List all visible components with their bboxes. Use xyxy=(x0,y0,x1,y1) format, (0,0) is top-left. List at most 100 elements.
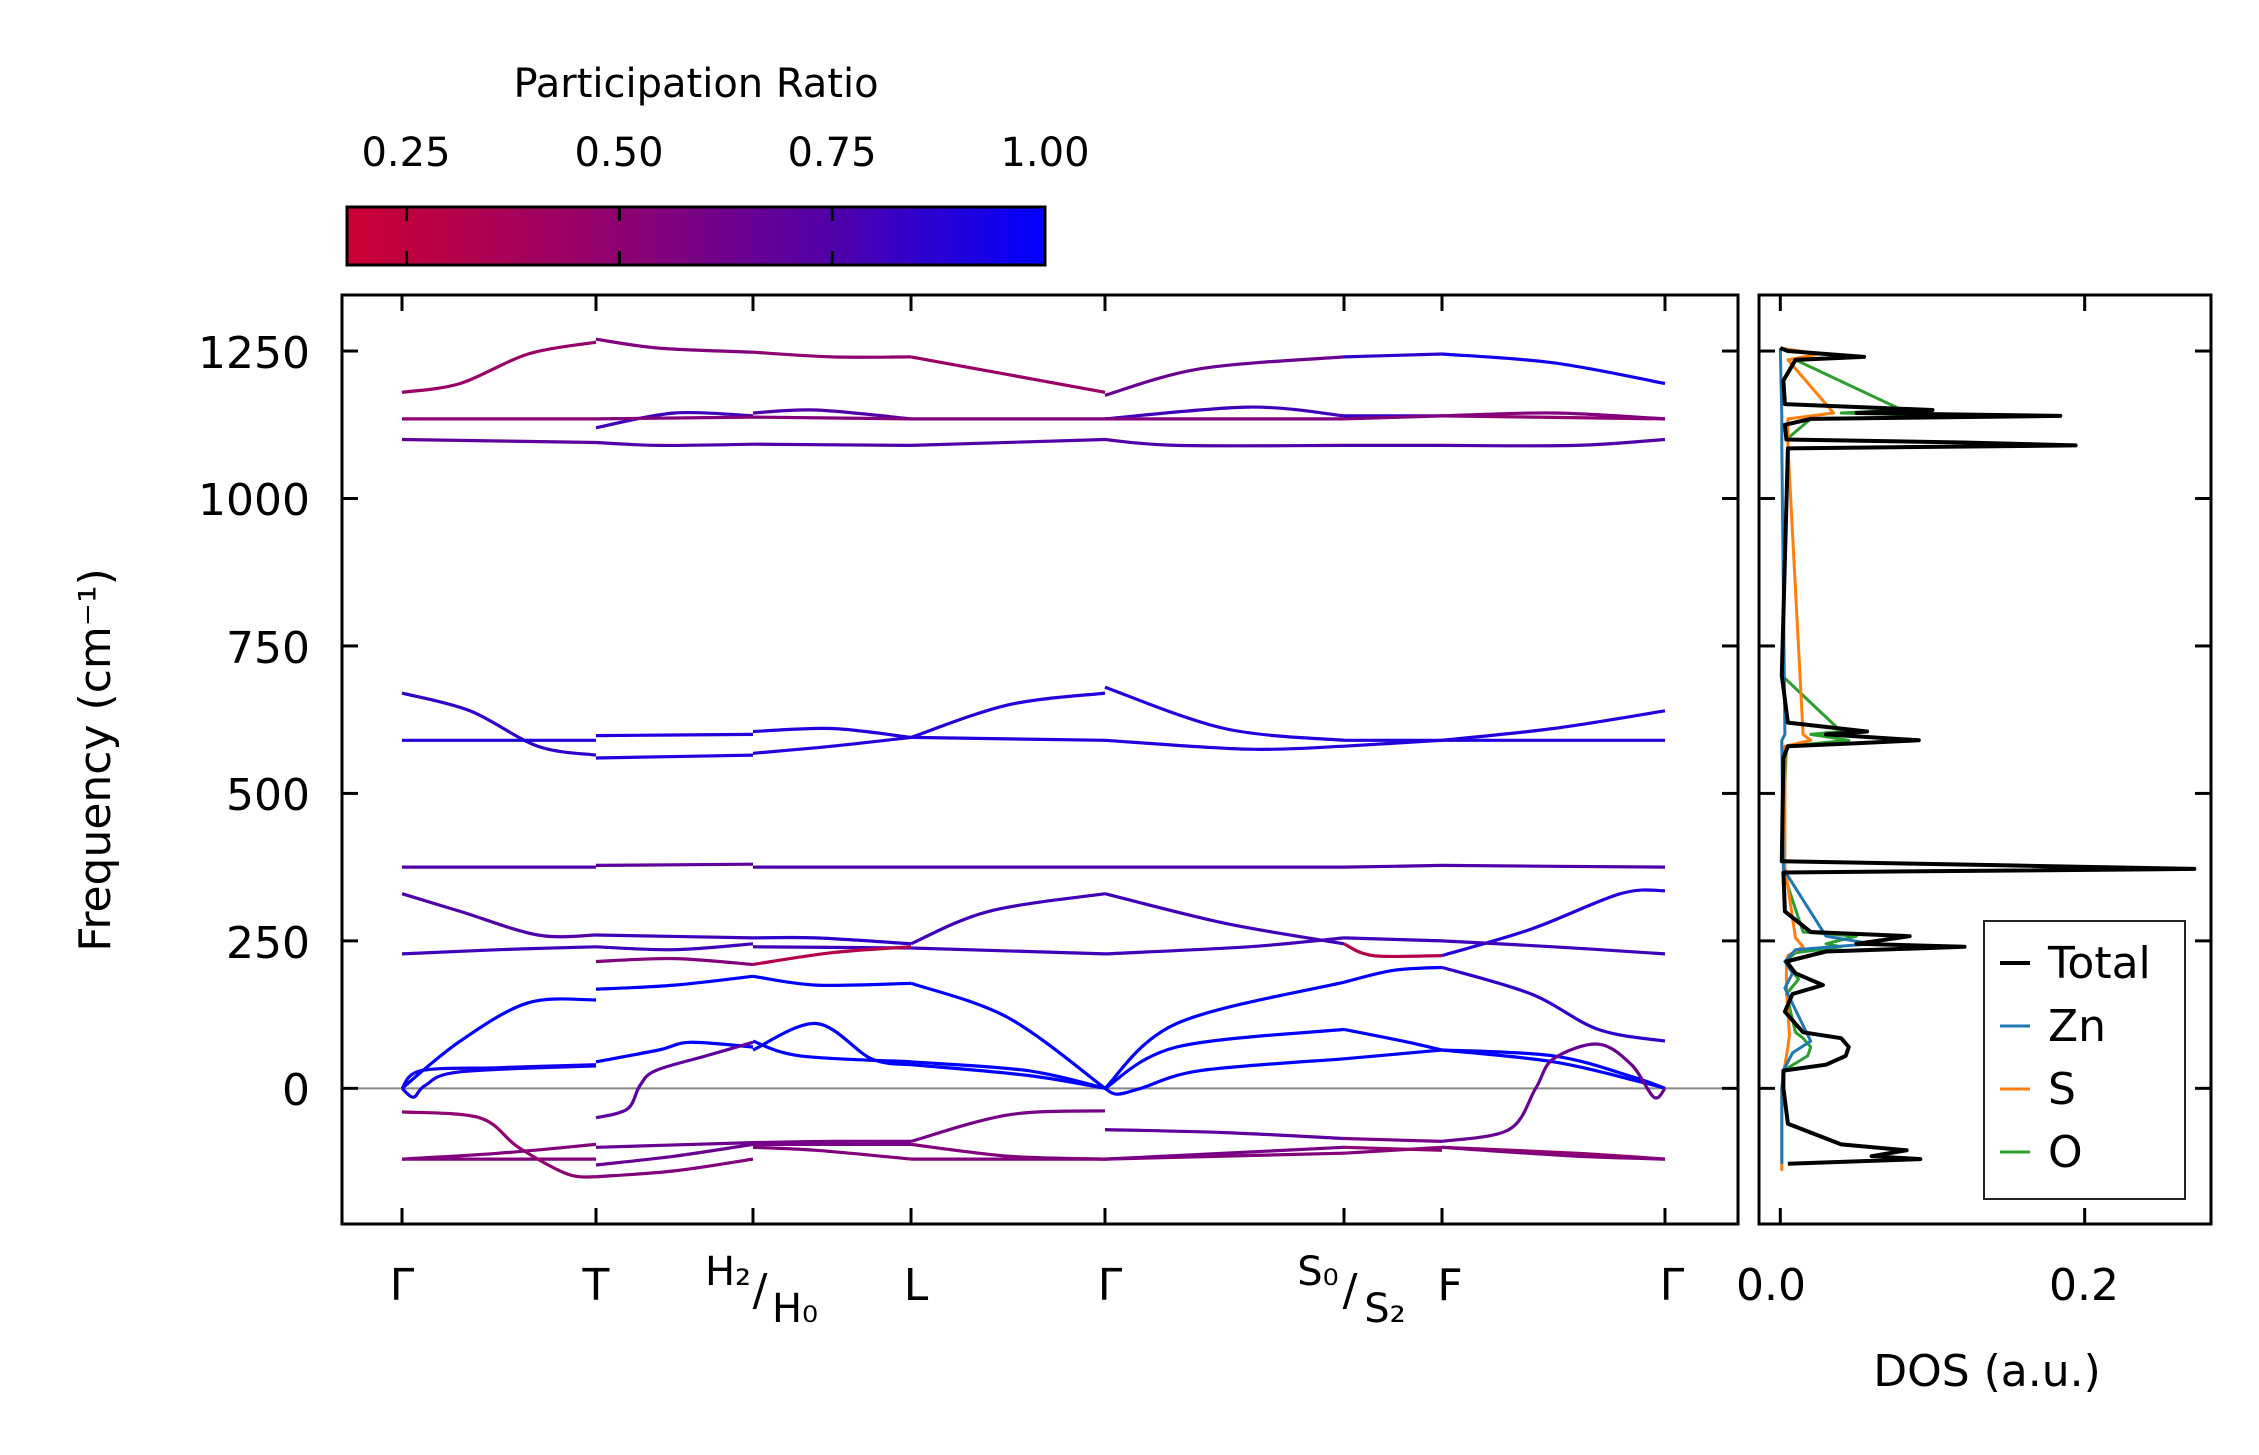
x-tick-label-gamma: Γ xyxy=(390,1260,415,1311)
phonon-band xyxy=(1104,936,1345,956)
x-tick-label-h2-h0: H₂ / H₀ xyxy=(705,1249,818,1332)
phonon-band xyxy=(752,1145,912,1161)
phonon-band xyxy=(1343,1048,1443,1061)
dos-line-total xyxy=(1779,346,2197,1166)
phonon-band xyxy=(752,1021,912,1067)
phonon-band xyxy=(595,1040,754,1120)
phonon-band xyxy=(1104,892,1345,946)
phonon-band xyxy=(1441,352,1666,386)
phonon-band xyxy=(1104,405,1345,421)
phonon-band xyxy=(910,1109,1106,1143)
phonon-band xyxy=(595,1040,754,1064)
x-tick-label-s0: S₀ xyxy=(1297,1249,1338,1295)
phonon-band xyxy=(1441,863,1666,869)
phonon-band xyxy=(1343,738,1443,748)
band-axes-frame xyxy=(340,293,1740,1226)
x-tick-label-gamma: Γ xyxy=(1098,1260,1123,1311)
dos-x-tick-label: 0.2 xyxy=(2049,1260,2119,1311)
x-tick-label-s0-s2: S₀ / S₂ xyxy=(1297,1249,1405,1332)
y-tick-label: 500 xyxy=(226,770,310,821)
colorbar-tick-label: 0.75 xyxy=(787,130,876,176)
dos-line-s xyxy=(1780,346,1836,1171)
x-tick-label-f: F xyxy=(1437,1260,1462,1311)
phonon-band xyxy=(1441,965,1666,1043)
phonon-band xyxy=(910,355,1106,394)
phonon-band xyxy=(1441,1042,1667,1143)
phonon-band xyxy=(752,974,912,988)
colorbar-tick-label: 0.25 xyxy=(361,130,450,176)
phonon-band xyxy=(910,946,1106,956)
x-tick-label-slash: / xyxy=(753,1265,768,1316)
phonon-band xyxy=(401,1110,597,1179)
phonon-band xyxy=(401,1142,597,1161)
phonon-band xyxy=(595,942,754,952)
phonon-band xyxy=(1343,1027,1443,1052)
phonon-band xyxy=(401,691,597,757)
phonon-band xyxy=(1343,863,1443,869)
phonon-band xyxy=(1441,939,1666,956)
phonon-band xyxy=(1104,738,1345,751)
band-structure-axes: 0 250 500 750 1000 1250 Frequency (cm⁻¹)… xyxy=(70,293,1740,1332)
phonon-band xyxy=(1343,936,1443,943)
phonon-band xyxy=(1103,980,1345,1090)
phonon-band xyxy=(1441,1048,1666,1090)
phonon-band xyxy=(752,415,912,421)
phonon-band xyxy=(1104,355,1345,397)
x-tick-label-h0: H₀ xyxy=(772,1286,818,1332)
y-tick-label: 1000 xyxy=(198,475,310,526)
colorbar-tick-label: 0.50 xyxy=(574,130,663,176)
x-tick-label-t: T xyxy=(582,1260,610,1311)
y-tick-label: 0 xyxy=(282,1065,310,1116)
phonon-band xyxy=(595,415,754,421)
colorbar: Participation Ratio 0.25 0.50 0.75 1.00 xyxy=(345,61,1090,267)
phonon-band xyxy=(595,933,754,940)
phonon-band xyxy=(400,1064,597,1099)
dos-x-tick-label: 0.0 xyxy=(1736,1260,1806,1311)
phonon-band xyxy=(595,1157,754,1179)
y-tick-label: 750 xyxy=(226,623,310,674)
x-tick-label-s2: S₂ xyxy=(1364,1286,1405,1332)
phonon-band xyxy=(595,410,754,430)
phonon-band xyxy=(595,337,754,354)
phonon-band xyxy=(1343,965,1443,984)
phonon-band xyxy=(910,691,1106,739)
phonon-band xyxy=(752,1139,912,1145)
phonon-band xyxy=(910,981,1106,1090)
phonon-band xyxy=(595,1141,754,1149)
phonon-band xyxy=(1441,709,1666,742)
y-tick-label: 250 xyxy=(226,918,310,969)
phonon-band xyxy=(752,350,912,359)
phonon-band xyxy=(401,437,597,445)
legend-label-o: O xyxy=(2048,1127,2083,1178)
legend: Total Zn S O xyxy=(1983,920,2186,1200)
phonon-band xyxy=(910,735,1106,742)
phonon-band xyxy=(752,935,912,946)
x-tick-label-gamma: Γ xyxy=(1660,1260,1685,1311)
x-tick-label-slash: / xyxy=(1343,1265,1358,1316)
dos-line-zn xyxy=(1778,348,1874,1164)
phonon-band xyxy=(1104,1128,1345,1141)
phonon-band xyxy=(1104,1027,1345,1090)
phonon-band xyxy=(595,753,754,760)
phonon-band xyxy=(910,1063,1106,1090)
phonon-band xyxy=(910,437,1106,447)
phonon-band xyxy=(1343,1145,1443,1152)
phonon-band xyxy=(595,1142,754,1167)
colorbar-title: Participation Ratio xyxy=(513,61,878,107)
phonon-band xyxy=(595,974,754,991)
phonon-band xyxy=(752,442,912,447)
y-tick-label: 1250 xyxy=(198,328,310,379)
phonon-band xyxy=(1441,1145,1666,1161)
dos-axes: 0.0 0.2 DOS (a.u.) Total Zn S O xyxy=(1736,293,2213,1397)
dos-x-axis-title: DOS (a.u.) xyxy=(1873,1346,2101,1397)
phonon-band xyxy=(1104,437,1345,448)
phonon-band xyxy=(752,1039,912,1064)
phonon-band xyxy=(1104,685,1345,742)
phonon-band xyxy=(752,726,912,739)
phonon-band xyxy=(752,408,912,421)
phonon-band xyxy=(400,997,597,1090)
phonon-band xyxy=(595,732,754,738)
phonon-band xyxy=(401,945,597,956)
phonon-band xyxy=(910,1142,1106,1161)
